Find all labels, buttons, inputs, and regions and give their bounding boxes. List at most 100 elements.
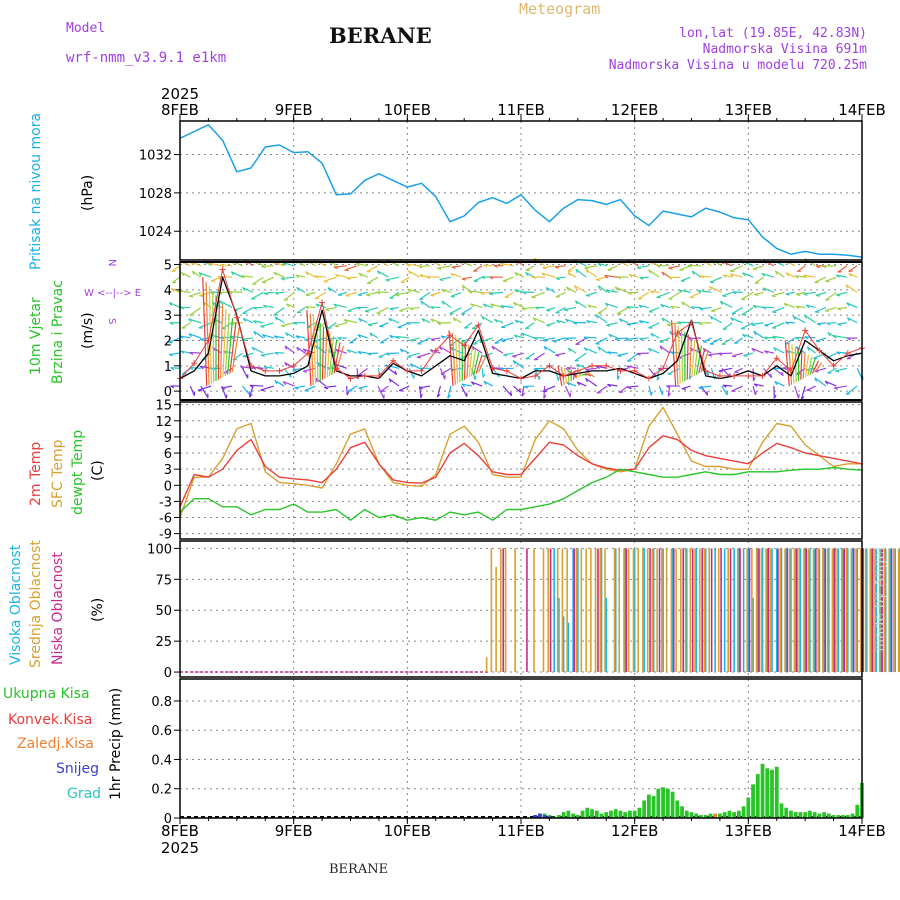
y-tick-label: -3 [159,495,172,510]
wind-arrow-head [418,265,423,269]
wind-arrow [718,352,733,355]
wind-gust-marker [745,372,752,379]
wind-arrow-head [426,276,431,280]
wind-arrow [730,265,743,272]
wind-arrow-head [189,351,194,355]
wind-arrow-head [347,310,352,313]
wind-arrow-head [388,378,392,383]
wind-arrow-head [325,308,330,312]
y-tick-label: -6 [159,512,172,527]
wind-arrow-head [429,349,434,353]
wind-arrow-head [219,300,223,305]
wind-arrow-head [729,273,734,277]
wind-arrow [358,367,368,376]
wind-arrow [688,337,702,340]
wind-gust-marker [276,367,283,374]
wind-unit-label: (m/s) [80,312,96,349]
direction-key-north: N [106,259,117,267]
wind-arrow-head [573,285,577,290]
precip-total-bar [826,813,831,818]
wind-arrow [347,307,358,312]
wind-arrow-head [769,373,773,378]
wind-arrow-head [677,321,682,325]
wind-gust-marker [645,375,652,382]
wind-arrow-head [534,368,539,371]
wind-arrow-head [274,380,278,385]
wind-arrow-head [518,388,522,393]
wind-arrow [574,352,587,362]
wind-arrow [461,276,472,280]
wind-arrow [514,334,525,339]
wind-arrow [648,367,656,377]
wind-arrow-head [554,266,559,269]
wind-arrow [395,291,410,296]
wind-arrow-head [619,391,624,394]
wind-gust-arrow [784,340,790,387]
wind-arrow [483,303,493,309]
wind-arrow [283,367,292,378]
wind-arrow [656,291,670,298]
wind-arrow-head [337,294,342,297]
wind-arrow [815,291,827,296]
wind-arrow [314,275,326,278]
wind-arrow-head [500,263,505,267]
wind-arrow [667,367,681,375]
wind-arrow-head [494,319,498,323]
precip-total-bar [812,812,817,818]
wind-arrow-head [638,320,643,324]
precip-total-bar [623,812,628,818]
wind-gust-arrow [328,335,335,377]
wind-arrow-head [188,333,193,338]
precip-total-bar [580,810,585,818]
temp2m-line [179,435,863,508]
wind-arrow [388,378,400,387]
precip-total-bar [789,810,793,818]
wind-arrow [566,366,576,369]
wind-gust-marker [290,362,297,369]
wind-arrow-head [722,274,727,279]
wind-arrow-head [718,353,723,356]
wind-gust-marker [773,355,780,362]
wind-arrow-head [564,337,569,341]
wind-gust-arrow [787,342,793,385]
wind-arrow-head [406,263,411,267]
wind-arrow [742,272,754,278]
wind-gust-marker [503,367,510,374]
wind-arrow [709,315,723,324]
wind-arrow [586,320,597,324]
wind-arrow-head [816,340,821,343]
cloud-high-label: Visoka Oblacnost [8,544,24,665]
wind-arrow [722,291,733,297]
wind-arrow-head [179,306,185,310]
wind-arrow [260,352,274,356]
wind-arrow [543,386,546,399]
wind-gust-marker [418,367,425,374]
wind-arrow [825,276,837,282]
wind-arrow [597,307,608,314]
wind-arrow-head [824,310,830,313]
wind-arrow [732,291,743,293]
wind-arrow [285,332,295,339]
wind-arrow [650,290,660,293]
wind-arrow [679,265,691,271]
x-tick-label-bottom: 11FEB [497,822,544,840]
wind-arrow-head [461,383,466,388]
wind-arrow-head [302,348,307,353]
wind-arrow [417,337,431,345]
precip-total-bar [556,815,561,818]
wind-arrow [263,304,274,309]
wind-arrow-head [557,376,560,381]
wind-arrow-head [691,270,695,275]
wind-arrow [296,286,306,293]
wind-arrow [627,322,639,325]
wind-arrow-head [661,271,665,276]
wind-arrow [349,337,358,344]
wind-arrow-head [681,388,686,390]
wind-arrow [430,318,441,324]
y-tick-label: 0.6 [151,724,172,739]
wind-arrow-head [711,310,716,313]
wind-arrow-head [199,338,204,342]
wind-gust-arrow [695,345,703,375]
legend-freezing-rain: Zaledj.Kisa [17,736,94,752]
wind-arrow [366,291,379,296]
